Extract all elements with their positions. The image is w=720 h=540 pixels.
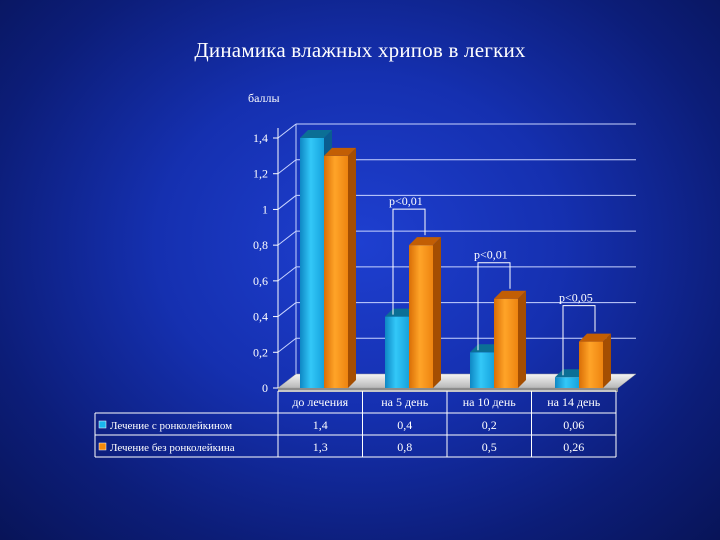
x-category-label: до лечения (292, 395, 348, 409)
chart-title: Динамика влажных хрипов в легких (194, 38, 526, 62)
data-label: 1,3 (313, 440, 328, 454)
bar-with-roncoleukin-top (300, 130, 332, 138)
bar-without-roncoleukin-side (433, 237, 441, 388)
bar-with-roncoleukin-front (385, 316, 409, 388)
y-tick-label: 1 (262, 202, 268, 216)
bar-with-roncoleukin-front (470, 352, 494, 388)
significance-label: p<0,01 (389, 194, 423, 208)
gridline-side (277, 337, 297, 353)
data-table: до лечения на 5 день на 10 день на 14 день Л… (94, 390, 617, 458)
y-tick-label: 1,2 (253, 167, 268, 181)
data-label: 0,2 (482, 418, 497, 432)
annotations-layer: p<0,01 p<0,01 p<0,05 (389, 194, 596, 376)
bar-without-roncoleukin-top (409, 237, 441, 246)
significance-bracket (562, 305, 596, 376)
gridline-side (277, 230, 297, 246)
data-label: 0,5 (482, 440, 497, 454)
gridline-side (277, 195, 297, 210)
bar-without-roncoleukin-side (348, 147, 356, 388)
bar-without-roncoleukin-side (518, 290, 526, 388)
bar-without-roncoleukin-front (494, 298, 518, 388)
gridline-side (277, 123, 297, 139)
y-tick-label: 0,4 (253, 310, 268, 324)
significance-label: p<0,05 (559, 291, 593, 305)
bar-without-roncoleukin-top (579, 333, 611, 342)
bar-with-roncoleukin-front (300, 138, 324, 388)
bar-with-roncoleukin-front (555, 377, 579, 388)
bar-without-roncoleukin-top (494, 290, 526, 299)
y-tick-label: 1,4 (253, 131, 268, 145)
significance-bracket (477, 262, 511, 351)
y-axis-label: баллы (248, 91, 280, 105)
data-label: 0,8 (397, 440, 412, 454)
y-tick-label: 0 (262, 381, 268, 395)
bar-without-roncoleukin-side (603, 333, 611, 388)
significance-bracket (392, 208, 426, 315)
data-label: 0,26 (563, 440, 584, 454)
bar-without-roncoleukin-front (579, 341, 603, 388)
x-category-label: на 10 день (463, 395, 517, 409)
bars-layer (300, 130, 611, 388)
x-category-label: на 5 день (381, 395, 429, 409)
data-label: 0,4 (397, 418, 412, 432)
legend-entry: Лечение с ронколейкином (110, 420, 232, 432)
axis-layer: 0 0,2 0,4 0,6 0,8 1 1,2 1,4 баллы (248, 91, 280, 395)
data-label: 0,06 (563, 418, 584, 432)
bar-without-roncoleukin-front (324, 155, 348, 388)
significance-label: p<0,01 (474, 248, 508, 262)
legend-swatch (98, 442, 107, 451)
y-tick-label: 0,8 (253, 238, 268, 252)
gridline-side (277, 302, 297, 317)
gridline-side (277, 266, 297, 282)
x-category-label: на 14 день (547, 395, 601, 409)
y-tick-label: 0,2 (253, 345, 268, 359)
legend-entry: Лечение без ронколейкина (110, 442, 235, 454)
bar-without-roncoleukin-top (324, 147, 356, 156)
y-tick-label: 0,6 (253, 274, 268, 288)
bar-without-roncoleukin-front (409, 245, 433, 388)
data-label: 1,4 (313, 418, 328, 432)
gridline-side (277, 159, 297, 175)
legend-swatch (98, 420, 107, 429)
